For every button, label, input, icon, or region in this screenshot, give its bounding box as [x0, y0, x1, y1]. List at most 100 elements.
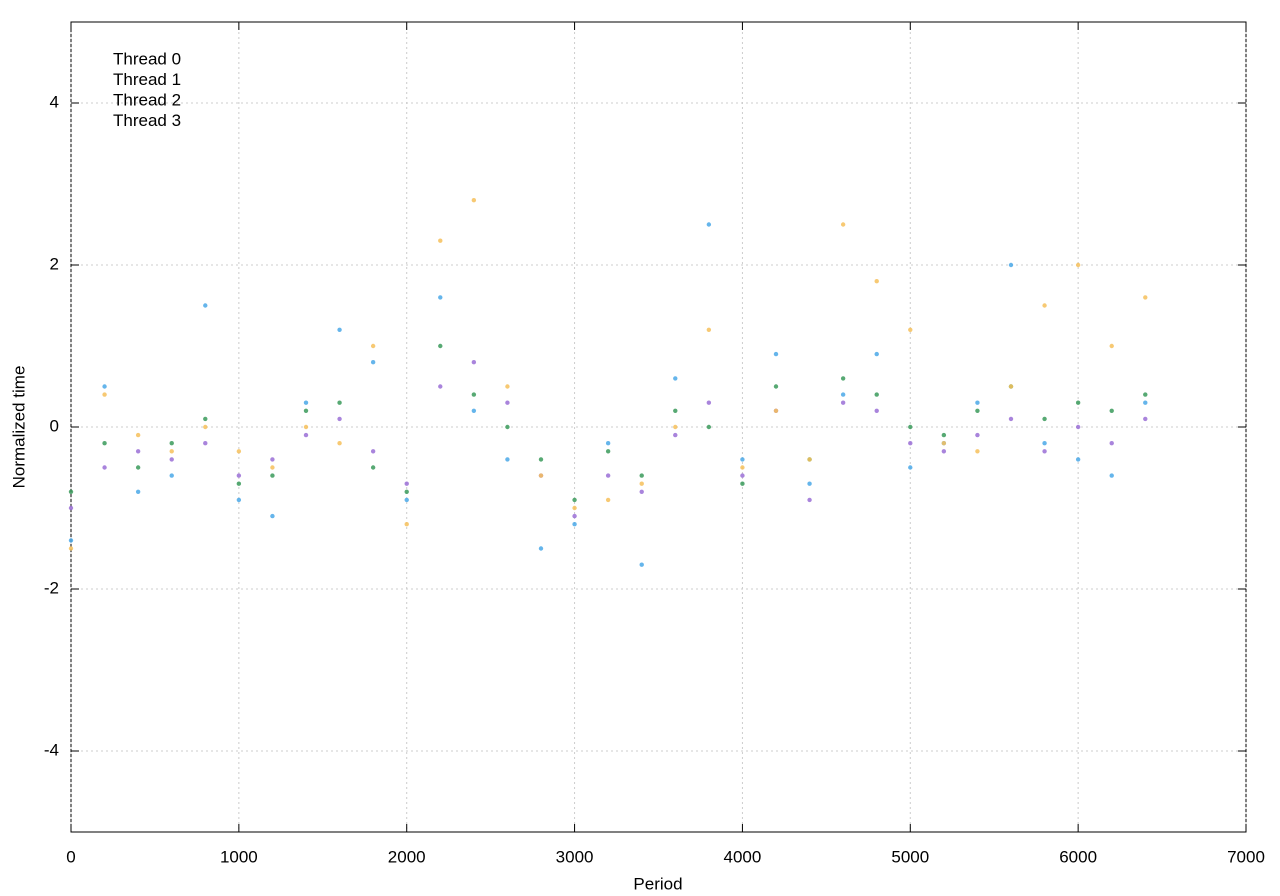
point	[203, 441, 208, 446]
point	[1075, 424, 1081, 430]
point	[807, 457, 812, 462]
point	[1008, 384, 1014, 389]
point	[370, 360, 376, 365]
x-tick-label: 3000	[556, 847, 594, 866]
point	[404, 522, 409, 527]
legend-label: Thread 3	[113, 111, 181, 130]
y-tick-label: -2	[44, 578, 59, 597]
point	[169, 441, 174, 446]
y-tick-label: 4	[50, 92, 59, 111]
point	[941, 432, 947, 438]
point	[102, 465, 107, 470]
point	[874, 279, 879, 284]
point	[1008, 262, 1014, 268]
point	[135, 489, 141, 494]
point	[874, 408, 879, 413]
point	[605, 497, 611, 503]
point	[270, 513, 275, 519]
x-tick-label: 4000	[724, 847, 762, 866]
point	[236, 497, 242, 503]
point	[572, 513, 577, 519]
point	[639, 473, 644, 478]
point	[975, 432, 980, 438]
legend-label: Thread 2	[113, 90, 181, 109]
point	[270, 457, 275, 462]
point	[438, 238, 443, 243]
point	[135, 432, 141, 438]
point	[605, 449, 611, 454]
point	[471, 360, 477, 365]
point	[840, 392, 846, 397]
point	[1109, 473, 1114, 478]
point	[438, 295, 443, 300]
point	[303, 432, 309, 438]
point	[1075, 457, 1081, 462]
point	[1042, 441, 1047, 446]
point	[303, 400, 309, 405]
point	[941, 449, 947, 454]
point	[68, 489, 74, 494]
point	[270, 465, 275, 470]
point	[572, 497, 577, 503]
point	[1075, 400, 1081, 405]
point	[538, 457, 544, 462]
point	[438, 343, 443, 349]
point	[639, 562, 644, 567]
point	[975, 400, 980, 405]
point	[908, 424, 913, 430]
point	[840, 222, 846, 227]
point	[639, 481, 644, 486]
point	[505, 384, 510, 389]
point	[135, 449, 141, 454]
point	[303, 408, 309, 413]
x-tick-label: 1000	[220, 847, 258, 866]
point	[471, 408, 477, 413]
point	[1143, 295, 1148, 300]
point	[706, 222, 712, 227]
point	[975, 449, 980, 454]
point	[1042, 303, 1047, 308]
point	[68, 538, 74, 543]
point	[404, 481, 409, 486]
point	[1042, 449, 1047, 454]
x-tick-label: 5000	[891, 847, 929, 866]
point	[740, 457, 745, 462]
point	[169, 449, 174, 454]
point	[203, 416, 208, 422]
point	[773, 384, 779, 389]
point	[941, 441, 947, 446]
x-axis-label: Period	[633, 874, 682, 893]
point	[807, 497, 812, 503]
point	[370, 343, 376, 349]
point	[673, 432, 678, 438]
y-axis-label: Normalized time	[9, 366, 28, 489]
point	[505, 457, 510, 462]
point	[236, 449, 242, 454]
point	[908, 327, 913, 332]
point	[169, 457, 174, 462]
point	[673, 424, 678, 430]
point	[1042, 416, 1047, 422]
y-tick-label: 0	[50, 416, 59, 435]
point	[874, 392, 879, 397]
point	[505, 400, 510, 405]
point	[1109, 441, 1114, 446]
point	[673, 376, 678, 381]
point	[236, 473, 242, 478]
point	[1008, 416, 1014, 422]
point	[203, 424, 208, 430]
point	[1143, 416, 1148, 422]
x-tick-label: 7000	[1227, 847, 1265, 866]
point	[337, 416, 342, 422]
point	[1143, 400, 1148, 405]
point	[404, 497, 409, 503]
point	[605, 473, 611, 478]
point	[975, 408, 980, 413]
point	[840, 400, 846, 405]
point	[236, 481, 242, 486]
x-tick-label: 2000	[388, 847, 426, 866]
point	[572, 505, 577, 511]
point	[538, 473, 544, 478]
point	[169, 473, 174, 478]
point	[639, 489, 644, 494]
